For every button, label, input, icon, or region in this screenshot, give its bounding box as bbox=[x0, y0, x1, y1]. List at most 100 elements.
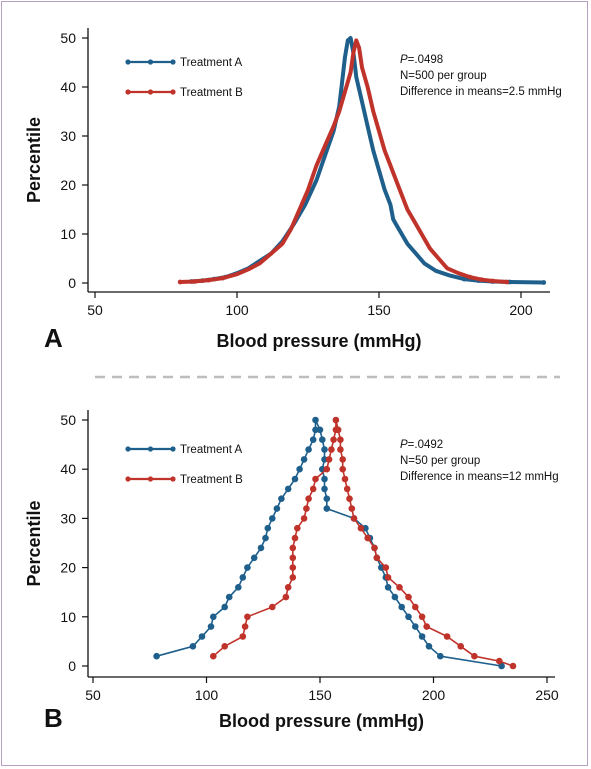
panel-b-series-treatment-b-point bbox=[339, 456, 347, 463]
panel-b-series-treatment-a-point bbox=[300, 456, 308, 463]
panel-a-series-treatment-a-point bbox=[541, 280, 547, 285]
panel-a-difference: Difference in means=2.5 mmHg bbox=[400, 86, 562, 98]
panel-b-series-treatment-a-point bbox=[264, 524, 272, 532]
panel-b-series-treatment-a-point bbox=[221, 603, 228, 611]
panel-b-legend-label: Treatment B bbox=[180, 474, 243, 486]
panel-b-series-treatment-b-point bbox=[337, 446, 344, 453]
panel-b-series-treatment-b-point bbox=[289, 554, 297, 562]
panel-b-series-treatment-a-point bbox=[319, 436, 326, 444]
panel-b-x-tick-label: 50 bbox=[85, 687, 101, 703]
panel-b-series-treatment-b-point bbox=[357, 524, 365, 532]
panel-b-legend-swatch-marker bbox=[125, 446, 131, 452]
panel-a-series-treatment-a-line bbox=[191, 36, 544, 285]
panel-b-series-treatment-a-point bbox=[225, 593, 233, 601]
panel-a-y-tick-label: 0 bbox=[68, 275, 76, 291]
panel-b-legend-item-treatment-b: Treatment B bbox=[125, 474, 243, 486]
panel-b-series-treatment-b-point bbox=[343, 485, 351, 493]
panel-b-series-treatment-b-point bbox=[423, 623, 431, 630]
panel-b-series-treatment-a-point bbox=[153, 652, 160, 660]
panel-b-y-axis-title: Percentile bbox=[24, 500, 44, 586]
panel-b-series-treatment-a-point bbox=[321, 446, 328, 453]
panel-b-series-treatment-b-point bbox=[346, 495, 353, 503]
panel-b-series-treatment-a-point bbox=[305, 446, 312, 453]
panel-b-legend-swatch-marker bbox=[170, 446, 176, 452]
panel-b-series-treatment-b-point bbox=[334, 426, 342, 434]
panel-a-letter: A bbox=[44, 323, 63, 353]
panel-a-legend-swatch-marker bbox=[170, 59, 176, 65]
panel-b-series-treatment-b-point bbox=[509, 662, 517, 670]
panel-b-y-tick-label: 10 bbox=[60, 609, 76, 625]
panel-a-legend-swatch-marker bbox=[125, 89, 131, 95]
panel-b-series-treatment-a-point bbox=[207, 623, 215, 630]
panel-b-series-treatment-a-point bbox=[239, 574, 247, 581]
panel-b-x-tick-label: 150 bbox=[308, 687, 332, 703]
panel-b-axes: 0 10 20 30 40 50 50 100 150 200 250 Blood pressure … bbox=[24, 410, 559, 731]
panel-b-series-treatment-b-point bbox=[241, 623, 249, 630]
panel-b-series-treatment-a-point bbox=[323, 495, 331, 503]
panel-b-y-tick-label: 20 bbox=[60, 560, 76, 576]
panel-b-series-treatment-b-point bbox=[309, 485, 317, 493]
panel-a-legend-label: Treatment A bbox=[180, 57, 243, 69]
panel-b-x-tick-label: 250 bbox=[535, 687, 559, 703]
panel-a-y-tick-label: 50 bbox=[60, 30, 76, 46]
panel-b-x-tick-label: 100 bbox=[195, 687, 219, 703]
panel-b-series-treatment-b-point bbox=[471, 652, 478, 660]
panel-b-series-treatment-b-point bbox=[289, 544, 297, 552]
panel-b-x-axis-title: Blood pressure (mmHg) bbox=[219, 711, 424, 731]
panel-b-legend-swatch-marker bbox=[170, 476, 176, 482]
panel-b-series-treatment-b-point bbox=[303, 505, 310, 512]
panel-b-x-tick-label: 200 bbox=[422, 687, 446, 703]
panel-a: 0 10 20 30 40 50 50 100 150 200 Blood pressure (mm… bbox=[24, 28, 562, 353]
panel-b-series-treatment-a-point bbox=[309, 436, 317, 444]
panel-a-x-tick-label: 100 bbox=[225, 302, 249, 318]
panel-b-series-treatment-a-point bbox=[384, 584, 392, 591]
panel-b-series-treatment-b-point bbox=[300, 515, 308, 522]
panel-b-series-treatment-a-point bbox=[321, 456, 328, 463]
panel-b-lines bbox=[153, 416, 517, 670]
panel-b-series-treatment-b-point bbox=[457, 643, 465, 650]
panel-b-series-treatment-a-point bbox=[437, 652, 444, 660]
panel-b-series-treatment-b-point bbox=[305, 495, 312, 503]
panel-b-series-treatment-b-point bbox=[384, 574, 392, 581]
panel-b-series-treatment-b-point bbox=[330, 436, 337, 444]
panel-b-series-treatment-a-point bbox=[312, 416, 319, 424]
panel-b-legend-label: Treatment A bbox=[180, 444, 243, 456]
panel-a-series-treatment-a-point bbox=[461, 276, 467, 282]
panel-b-series-treatment-b-point bbox=[396, 584, 403, 591]
panel-a-legend-label: Treatment B bbox=[180, 87, 243, 99]
panel-b-series-treatment-a-point bbox=[210, 613, 217, 621]
panel-b-series-treatment-b-point bbox=[337, 436, 344, 444]
panel-b-series-treatment-b-point bbox=[294, 524, 301, 532]
panel-b-series-treatment-b-point bbox=[244, 613, 251, 621]
panel-b-series-treatment-b-point bbox=[282, 593, 290, 601]
panel-b-series-treatment-b-point bbox=[412, 603, 419, 611]
panel-b-series-treatment-b-point bbox=[323, 465, 331, 473]
panel-a-y-tick-label: 10 bbox=[60, 226, 76, 242]
panel-b-y-tick-label: 50 bbox=[60, 412, 76, 428]
panel-b-series-treatment-b-point bbox=[289, 574, 297, 581]
panel-b-series-treatment-b-point bbox=[332, 416, 340, 424]
panel-a-series-treatment-b-point bbox=[220, 275, 226, 281]
panel-b-series-treatment-b-point bbox=[496, 657, 503, 665]
panel-b-series-treatment-a-point bbox=[412, 623, 419, 630]
panel-a-legend-item-treatment-b: Treatment B bbox=[125, 87, 243, 99]
panel-b-legend-item-treatment-a: Treatment A bbox=[125, 444, 243, 456]
panel-a-series-treatment-b-point bbox=[504, 279, 510, 285]
panel-b-series-treatment-b-point bbox=[269, 603, 276, 611]
panel-b-n: N=50 per group bbox=[400, 455, 480, 467]
panel-a-axes: 0 10 20 30 40 50 50 100 150 200 Blood pressure (mm… bbox=[24, 28, 550, 351]
panel-a-series-treatment-b-line bbox=[180, 38, 507, 284]
panel-b-series-treatment-a-point bbox=[321, 475, 328, 483]
panel-a-y-tick-label: 30 bbox=[60, 128, 76, 144]
panel-b-y-tick-label: 40 bbox=[60, 461, 76, 477]
panel-b-y-tick-label: 0 bbox=[68, 658, 76, 674]
panel-b: 0 10 20 30 40 50 50 100 150 200 250 Blood pressure … bbox=[24, 410, 559, 733]
panel-a-series-treatment-b-point bbox=[467, 274, 473, 280]
panel-a-x-tick-label: 50 bbox=[87, 302, 103, 318]
panel-b-p-value: P=.0492 bbox=[400, 439, 443, 451]
panel-b-series-treatment-a-point bbox=[189, 643, 197, 650]
panel-b-series-treatment-a-point bbox=[418, 633, 426, 640]
panel-b-series-treatment-b-point bbox=[418, 613, 426, 621]
panel-b-series-treatment-b bbox=[210, 416, 517, 670]
panel-b-series-treatment-b-point bbox=[210, 652, 217, 660]
